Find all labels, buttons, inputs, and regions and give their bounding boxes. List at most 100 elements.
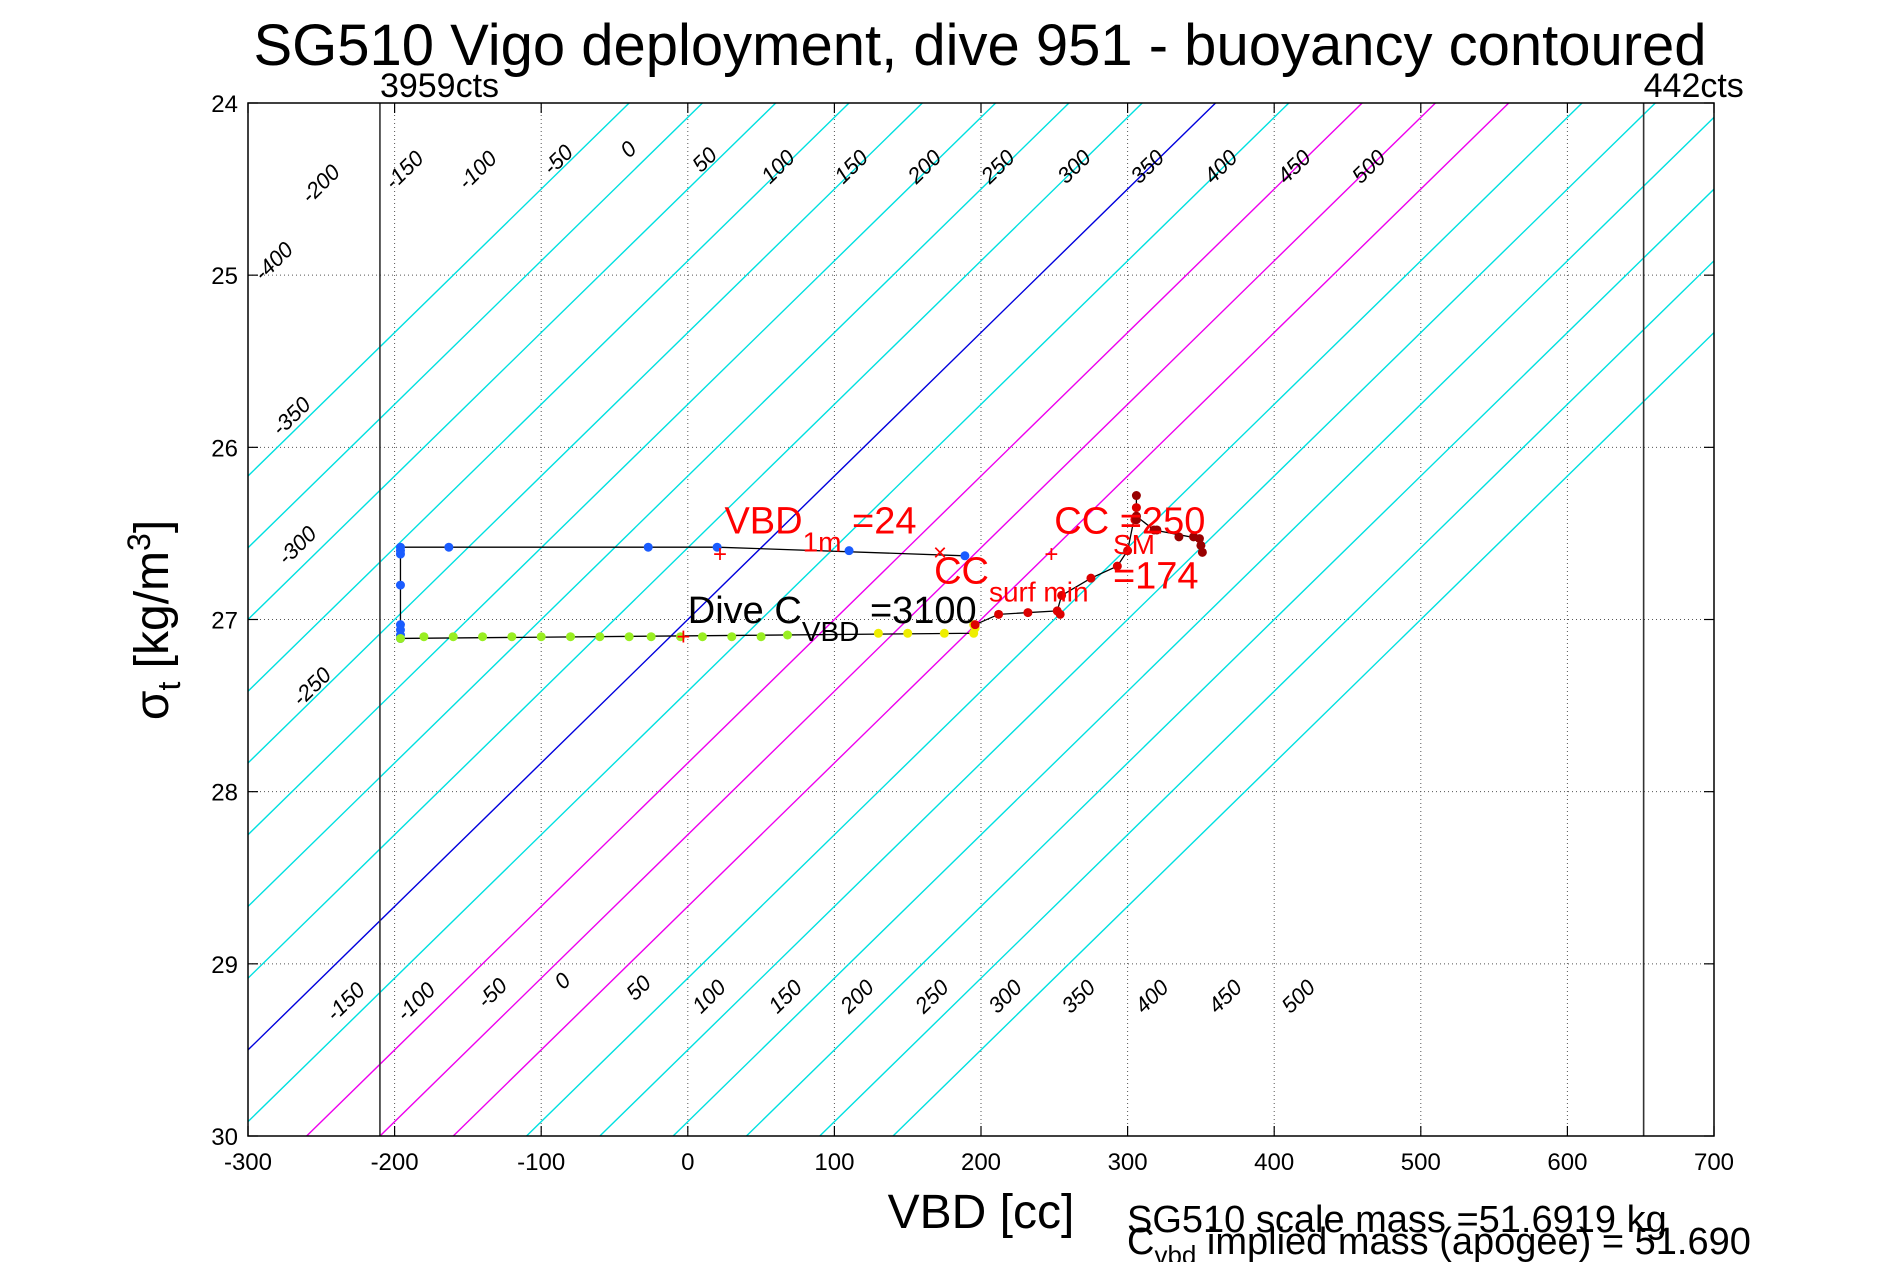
- contour-label: 250: [909, 974, 954, 1019]
- y-tick-label: 30: [211, 1124, 238, 1151]
- y-label-subscript: t: [151, 682, 187, 691]
- contour-label: 500: [1347, 144, 1391, 188]
- data-point: [675, 632, 685, 642]
- contour-label: 400: [1199, 144, 1243, 188]
- data-point: [903, 628, 913, 638]
- data-point: [1055, 609, 1065, 619]
- data-point: [727, 632, 737, 642]
- y-tick-label: 26: [211, 435, 238, 462]
- data-point: [782, 630, 792, 640]
- data-point: [395, 633, 405, 643]
- data-point: [1131, 515, 1141, 525]
- x-tick-label: -200: [371, 1149, 419, 1176]
- contour-line: [248, 103, 923, 764]
- y-tick-label: 29: [211, 952, 238, 979]
- contour-label: 450: [1203, 974, 1247, 1018]
- vbd-limit-label: 442cts: [1644, 67, 1744, 105]
- annotation-rest: =3100: [859, 590, 976, 632]
- x-tick-label: 500: [1401, 1149, 1441, 1176]
- x-tick-label: 100: [814, 1149, 854, 1176]
- data-point: [395, 549, 405, 559]
- contour-line: [819, 259, 1714, 1136]
- data-point: [478, 632, 488, 642]
- data-point: [1023, 608, 1033, 618]
- data-point: [507, 632, 517, 642]
- contour-label: -200: [296, 159, 346, 208]
- data-point: [419, 632, 429, 642]
- contour-line: [248, 103, 1217, 1051]
- annotation-label: CC =250: [1054, 500, 1205, 542]
- x-tick-label: 700: [1694, 1149, 1734, 1176]
- annotation-subscript: VBD: [802, 616, 860, 647]
- annotation-main: VBD: [724, 500, 802, 542]
- data-point: [712, 542, 722, 552]
- x-tick-label: 300: [1108, 1149, 1148, 1176]
- data-point: [643, 542, 653, 552]
- data-point: [970, 620, 980, 630]
- data-point: [1131, 491, 1141, 501]
- contour-label: 50: [687, 142, 723, 178]
- contour-line: [248, 103, 997, 836]
- data-point: [1189, 532, 1199, 542]
- contour-label: 150: [829, 144, 873, 188]
- contour-label: -250: [287, 662, 337, 711]
- contour-label: 50: [621, 970, 657, 1006]
- annotation-main: =174: [1113, 556, 1199, 598]
- contour-label: -350: [267, 391, 317, 440]
- contour-line: [526, 103, 1583, 1136]
- x-tick-label: -100: [517, 1149, 565, 1176]
- scale-mass-note: SG510 scale mass =51.6919 kg: [1127, 1199, 1667, 1241]
- contour-label: -100: [391, 977, 441, 1026]
- reference-marker: +: [676, 624, 690, 651]
- contour-label: -300: [273, 520, 323, 569]
- x-tick-label: 200: [961, 1149, 1001, 1176]
- contour-label: -150: [380, 145, 430, 194]
- contour-labels: -400 -350 -300 -250 -200 -150 -100 -50 0 50 100 150…: [249, 136, 1391, 1026]
- contour-line: [248, 103, 1070, 908]
- y-tick-label: 28: [211, 780, 238, 807]
- contour-label: -150: [321, 977, 371, 1026]
- data-point: [1112, 561, 1122, 571]
- data-point: [1057, 590, 1067, 600]
- reference-marker: +: [1044, 541, 1058, 568]
- data-point: [448, 632, 458, 642]
- x-axis-label: VBD [cc]: [888, 1186, 1075, 1239]
- annotation-label: VBD1m =24: [724, 500, 916, 557]
- data-point: [844, 546, 854, 556]
- data-point: [1196, 540, 1206, 550]
- annotation-main: Dive C: [688, 590, 802, 632]
- buoyancy-contours: [248, 103, 1714, 1136]
- implied-mass-note: Cvbd implied mass (apogee) = 51.690: [1127, 1221, 1751, 1262]
- annotation-rest: =24: [841, 500, 916, 542]
- data-point: [566, 632, 576, 642]
- contour-label: -100: [453, 145, 503, 194]
- data-point: [960, 551, 970, 561]
- x-tick-label: 600: [1547, 1149, 1587, 1176]
- x-tick-label: 0: [681, 1149, 694, 1176]
- annotation-label: Dive CVBD =3100: [688, 590, 977, 647]
- data-point: [1197, 547, 1207, 557]
- annotation-label: CCsurf min: [934, 550, 1088, 607]
- implied-mass-symbol: C: [1127, 1221, 1154, 1262]
- implied-mass-subscript: vbd: [1154, 1240, 1196, 1262]
- contour-line: [892, 331, 1714, 1136]
- contour-label: 0: [615, 136, 642, 163]
- data-point: [395, 580, 405, 590]
- data-point: [1152, 525, 1162, 535]
- data-point: [994, 609, 1004, 619]
- annotation-rest: =250: [1109, 500, 1205, 542]
- contour-label: 450: [1272, 144, 1316, 188]
- data-point: [646, 632, 656, 642]
- data-point: [1131, 503, 1141, 513]
- vbd-limit-label: 3959cts: [380, 67, 499, 105]
- contour-line: [248, 103, 630, 478]
- data-point: [536, 632, 546, 642]
- data-point: [595, 632, 605, 642]
- annotation-label: SM: [1113, 529, 1155, 560]
- contour-label: 500: [1276, 974, 1320, 1018]
- contour-line: [248, 103, 703, 549]
- contour-label: -400: [249, 236, 299, 285]
- annotation-label: =174: [1113, 556, 1199, 598]
- contour-line: [248, 103, 1290, 1123]
